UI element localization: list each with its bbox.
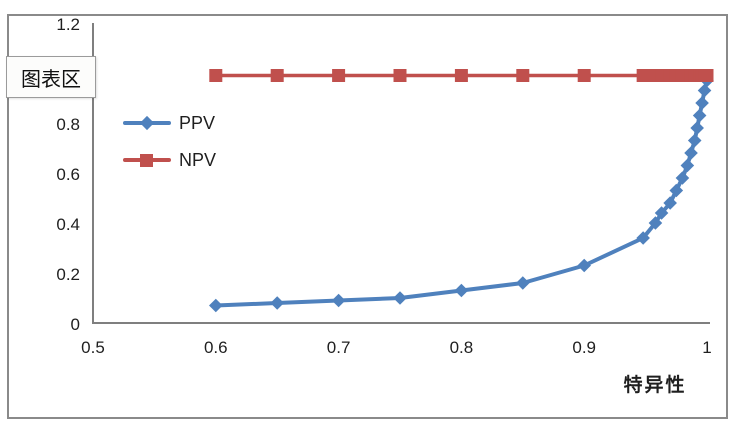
- chart-area[interactable]: [7, 14, 728, 419]
- marker-npv[interactable]: [270, 69, 284, 82]
- marker-ppv[interactable]: [331, 293, 346, 308]
- legend-square-icon: [140, 153, 153, 167]
- marker-ppv[interactable]: [516, 276, 530, 290]
- legend-label: NPV: [179, 150, 217, 170]
- marker-ppv[interactable]: [684, 146, 698, 160]
- marker-ppv[interactable]: [690, 121, 704, 135]
- x-tick-label: 0.5: [81, 338, 105, 357]
- legend-item-ppv[interactable]: PPV: [123, 113, 215, 133]
- marker-ppv[interactable]: [393, 291, 407, 305]
- marker-ppv[interactable]: [692, 108, 707, 123]
- y-tick-label: 0.8: [56, 115, 80, 134]
- x-tick-label: 1: [702, 338, 712, 357]
- x-tick-label: 0.6: [203, 338, 228, 357]
- marker-npv[interactable]: [393, 69, 407, 82]
- x-tick-label: 0.7: [326, 338, 351, 357]
- x-tick-label: 0.9: [572, 338, 596, 357]
- marker-ppv[interactable]: [454, 283, 469, 298]
- marker-ppv[interactable]: [680, 158, 695, 173]
- marker-ppv[interactable]: [270, 296, 284, 310]
- marker-npv[interactable]: [636, 69, 650, 82]
- x-tick-label: 0.8: [449, 338, 474, 357]
- marker-ppv[interactable]: [669, 183, 684, 198]
- marker-ppv[interactable]: [654, 206, 669, 220]
- marker-ppv[interactable]: [636, 231, 650, 245]
- series-line-ppv[interactable]: [213, 78, 709, 308]
- marker-npv[interactable]: [332, 69, 346, 82]
- marker-ppv[interactable]: [209, 298, 223, 313]
- legend-item-npv[interactable]: NPV: [123, 150, 216, 170]
- marker-ppv[interactable]: [697, 83, 712, 98]
- y-tick-label: 1.2: [56, 15, 80, 34]
- legend-diamond-icon: [139, 115, 155, 131]
- y-tick-label: 0.6: [56, 165, 80, 184]
- marker-npv[interactable]: [516, 69, 530, 82]
- x-axis-title: 特异性: [623, 375, 687, 396]
- marker-ppv[interactable]: [663, 196, 677, 210]
- marker-npv[interactable]: [700, 69, 714, 82]
- marker-ppv[interactable]: [687, 133, 702, 148]
- marker-npv[interactable]: [577, 69, 591, 82]
- marker-npv[interactable]: [209, 69, 223, 82]
- marker-ppv[interactable]: [675, 171, 690, 185]
- y-tick-label: 0.2: [56, 265, 80, 284]
- legend-label: PPV: [179, 113, 216, 133]
- legend-line: [123, 153, 171, 167]
- chart-area-tooltip: 图表区: [6, 56, 96, 98]
- marker-npv[interactable]: [454, 69, 468, 82]
- y-tick-label: 0.4: [56, 215, 80, 234]
- legend-line: [123, 115, 171, 131]
- marker-ppv[interactable]: [695, 96, 709, 110]
- marker-ppv[interactable]: [648, 216, 663, 230]
- marker-ppv[interactable]: [577, 258, 591, 273]
- y-tick-label: 0: [70, 315, 80, 334]
